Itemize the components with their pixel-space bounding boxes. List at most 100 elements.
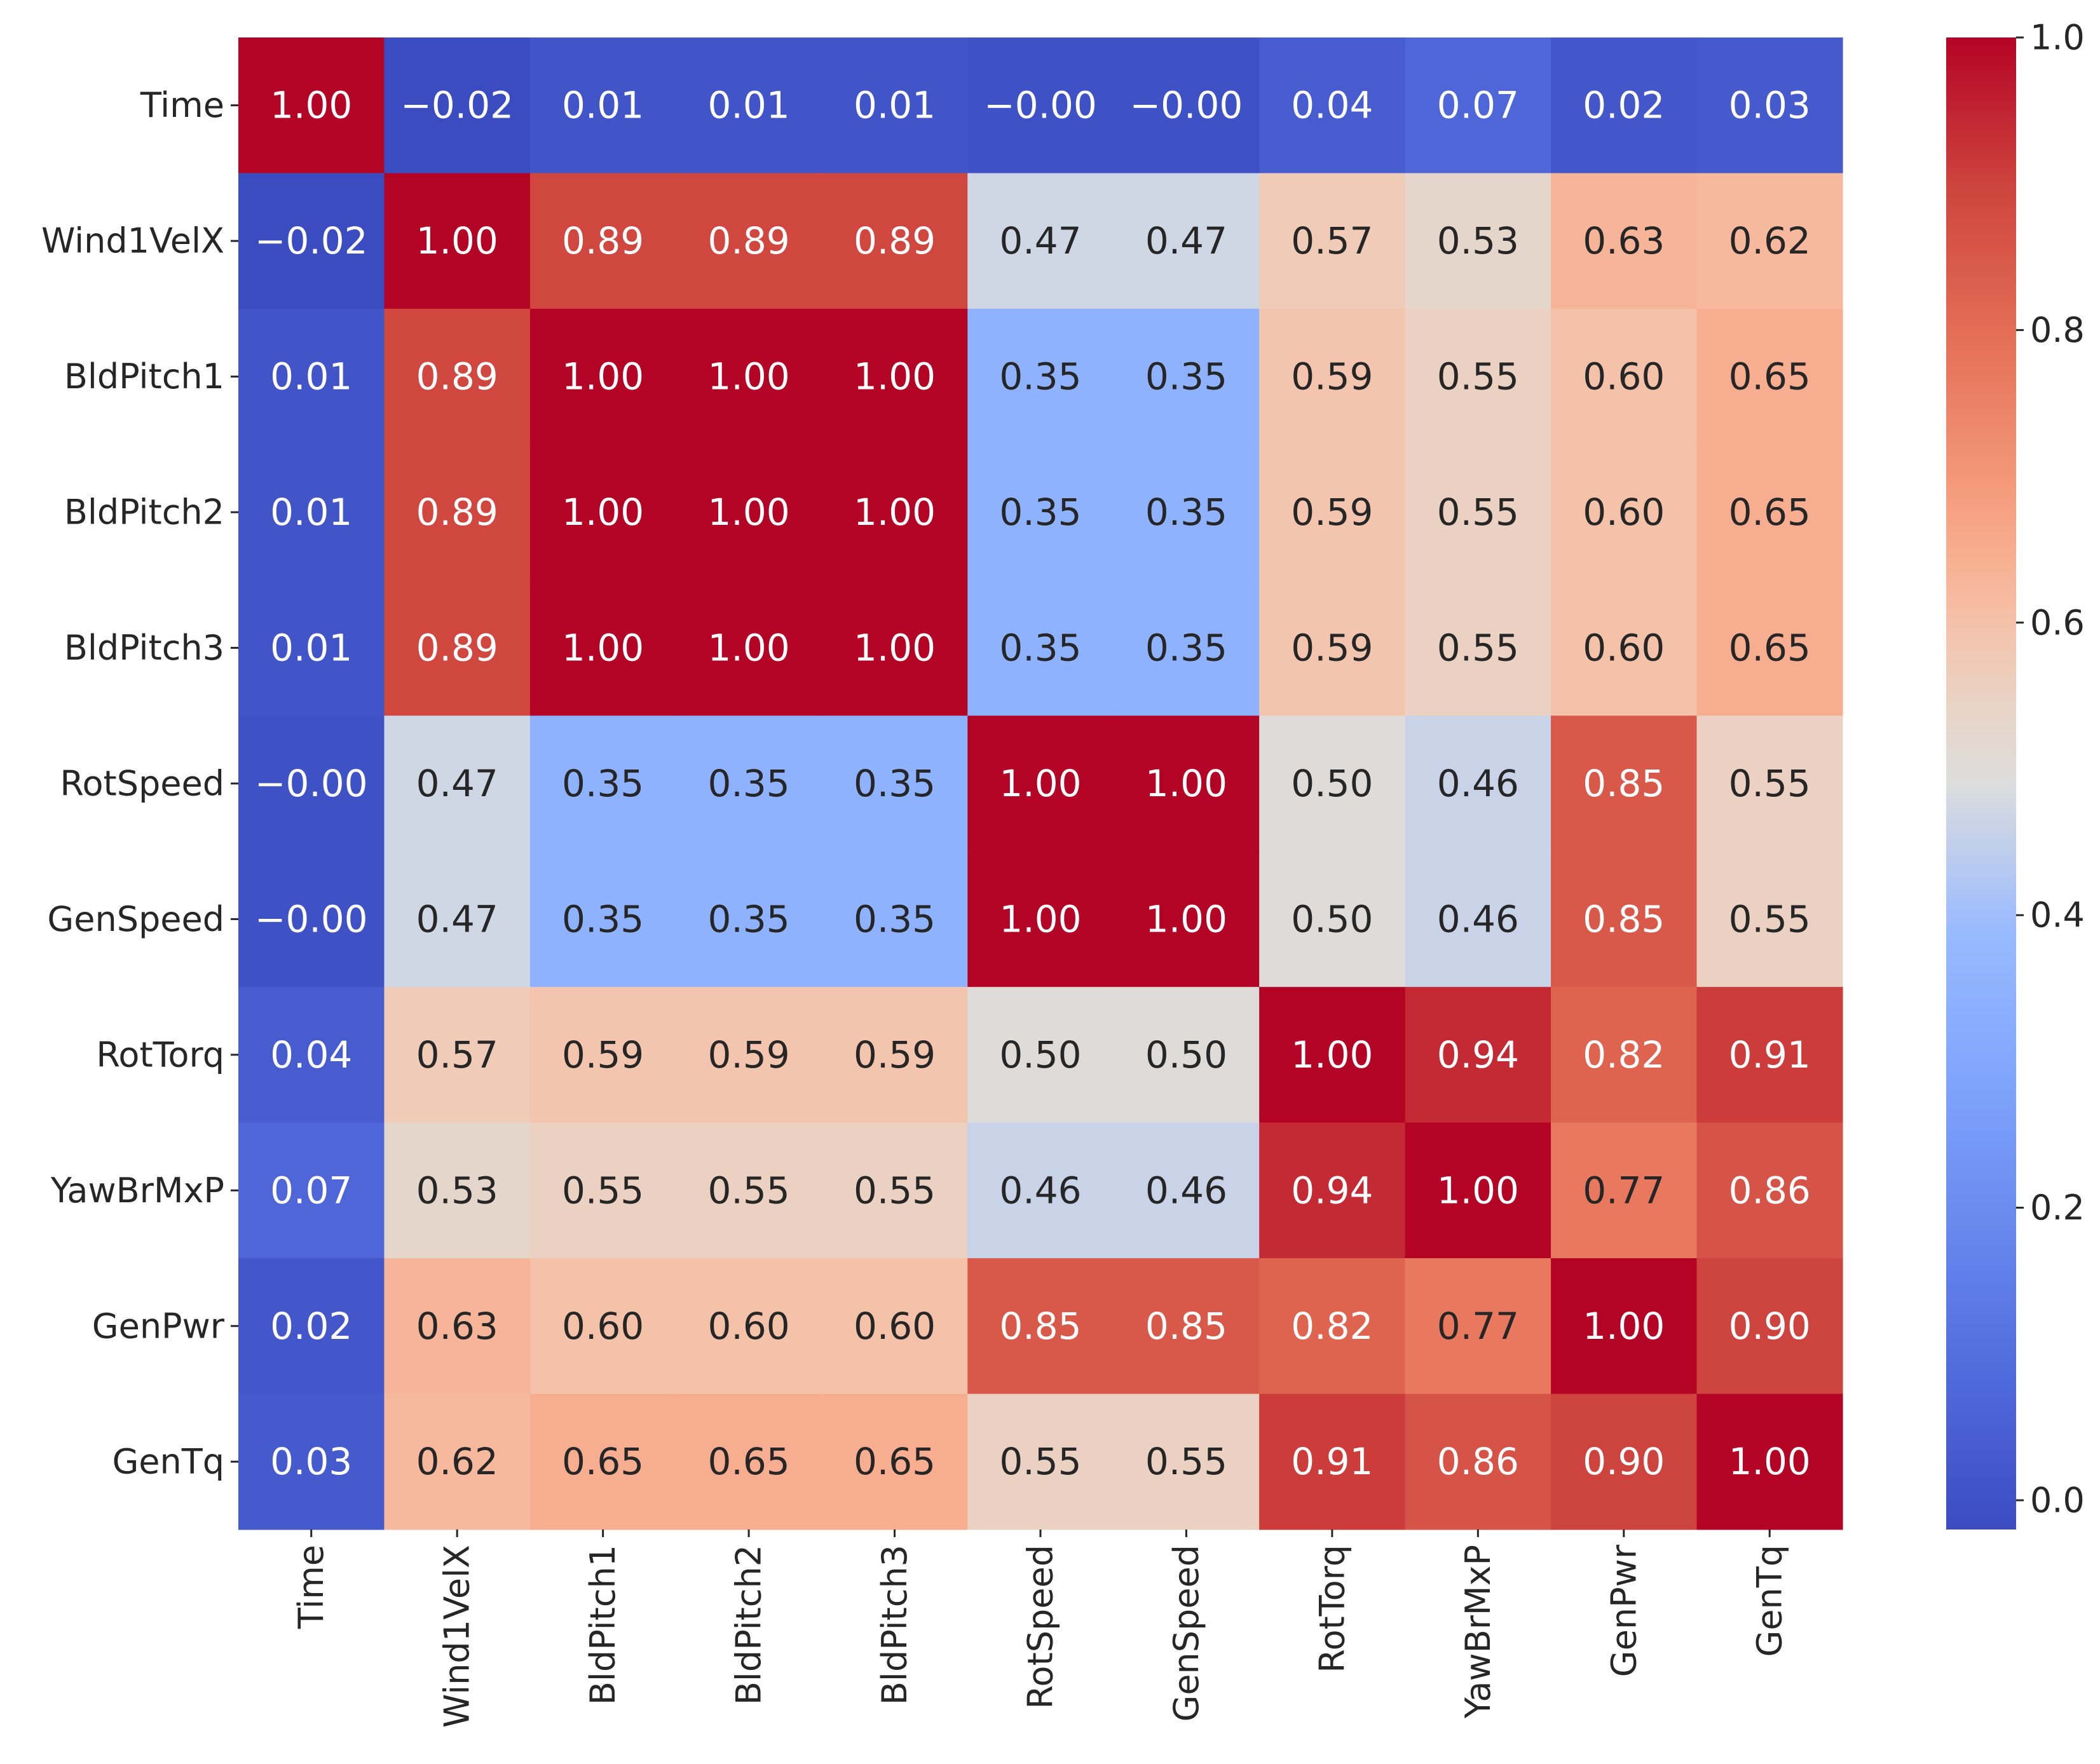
cell-value-label: 0.01 — [707, 84, 789, 127]
heatmap-cell-Time-RotTorq — [1259, 37, 1406, 174]
cell-value-label: 0.85 — [1583, 762, 1665, 805]
cell-value-label: 0.91 — [1729, 1033, 1811, 1076]
heatmap-cell-BldPitch1-BldPitch1 — [529, 308, 676, 445]
heatmap-cell-RotSpeed-GenPwr — [1551, 716, 1698, 852]
heatmap-cell-BldPitch3-YawBrMxP — [1405, 580, 1551, 716]
cell-value-label: 0.65 — [1729, 627, 1811, 670]
heatmap-cell-BldPitch2-RotSpeed — [967, 444, 1114, 581]
heatmap-cell-RotTorq-RotTorq — [1259, 987, 1406, 1123]
heatmap-cell-GenSpeed-GenTq — [1696, 851, 1843, 987]
cell-value-label: 0.01 — [854, 84, 936, 127]
heatmap-cell-GenSpeed-RotTorq — [1259, 851, 1406, 987]
cell-value-label: 0.50 — [999, 1033, 1081, 1076]
cell-value-label: 0.89 — [854, 219, 936, 262]
heatmap-cell-GenSpeed-BldPitch1 — [529, 851, 676, 987]
cell-value-label: 0.35 — [1145, 491, 1227, 534]
heatmap-cell-RotTorq-Time — [238, 987, 385, 1123]
cell-value-label: 0.35 — [707, 762, 789, 805]
cell-value-label: 0.85 — [1583, 897, 1665, 940]
heatmap-cell-YawBrMxP-RotSpeed — [967, 1122, 1114, 1259]
heatmap-cell-BldPitch2-BldPitch1 — [529, 444, 676, 581]
cell-value-label: 0.57 — [1291, 219, 1373, 262]
cell-value-label: 0.62 — [416, 1440, 498, 1483]
heatmap-cell-YawBrMxP-YawBrMxP — [1405, 1122, 1551, 1259]
cell-value-label: 0.35 — [854, 762, 936, 805]
heatmap-cell-RotSpeed-YawBrMxP — [1405, 716, 1551, 852]
x-tick-label-BldPitch3: BldPitch3 — [875, 1545, 915, 1705]
heatmap-cell-Wind1VelX-Time — [238, 173, 385, 309]
cell-value-label: 0.55 — [1437, 491, 1519, 534]
cell-value-label: 1.00 — [854, 355, 936, 398]
y-tick-label-RotTorq: RotTorq — [96, 1035, 224, 1075]
heatmap-cell-RotTorq-GenSpeed — [1113, 987, 1260, 1123]
heatmap-cell-Wind1VelX-YawBrMxP — [1405, 173, 1551, 309]
colorbar-tick-label: 0.4 — [2030, 895, 2085, 935]
heatmap-cell-BldPitch1-RotTorq — [1259, 308, 1406, 445]
cell-value-label: 0.46 — [1145, 1169, 1227, 1212]
heatmap-cell-GenSpeed-Wind1VelX — [384, 851, 531, 987]
heatmap-cell-BldPitch3-RotSpeed — [967, 580, 1114, 716]
cell-value-label: 1.00 — [707, 491, 789, 534]
heatmap-cell-BldPitch2-GenPwr — [1551, 444, 1698, 581]
heatmap-cell-RotSpeed-BldPitch1 — [529, 716, 676, 852]
heatmap-cell-BldPitch1-GenSpeed — [1113, 308, 1260, 445]
x-axis: Time Wind1VelX BldPitch1 BldPitch2 BldPitch3… — [291, 1529, 1790, 1728]
cell-value-label: 0.35 — [999, 355, 1081, 398]
cell-value-label: 0.65 — [854, 1440, 936, 1483]
cell-value-label: 0.50 — [1145, 1033, 1227, 1076]
heatmap-cell-GenPwr-BldPitch2 — [676, 1258, 822, 1395]
heatmap-cell-GenTq-GenTq — [1696, 1394, 1843, 1530]
heatmap-cell-GenTq-Wind1VelX — [384, 1394, 531, 1530]
heatmap-cell-BldPitch2-BldPitch2 — [676, 444, 822, 581]
heatmap-cell-YawBrMxP-GenTq — [1696, 1122, 1843, 1259]
heatmap-cells — [238, 37, 1843, 1530]
cell-value-label: 1.00 — [562, 627, 644, 670]
cell-value-label: 0.77 — [1583, 1169, 1665, 1212]
y-tick-label-YawBrMxP: YawBrMxP — [50, 1170, 224, 1211]
cell-value-label: 0.65 — [1729, 491, 1811, 534]
heatmap-cell-RotTorq-RotSpeed — [967, 987, 1114, 1123]
heatmap-cell-GenPwr-RotTorq — [1259, 1258, 1406, 1395]
heatmap-cell-GenPwr-GenTq — [1696, 1258, 1843, 1395]
heatmap-cell-Wind1VelX-GenPwr — [1551, 173, 1698, 309]
cell-value-label: 0.55 — [1437, 355, 1519, 398]
heatmap-annotations: 1.00 −0.02 0.01 0.01 0.01 −0.00 −0.00 0.04 0.07 0… — [255, 84, 1811, 1483]
heatmap-cell-RotSpeed-GenSpeed — [1113, 716, 1260, 852]
cell-value-label: 0.63 — [416, 1305, 498, 1348]
heatmap-cell-BldPitch1-BldPitch2 — [676, 308, 822, 445]
cell-value-label: −0.02 — [400, 84, 514, 127]
heatmap-cell-Time-GenTq — [1696, 37, 1843, 174]
cell-value-label: 0.46 — [1437, 897, 1519, 940]
cell-value-label: 0.89 — [707, 219, 789, 262]
cell-value-label: 0.77 — [1437, 1305, 1519, 1348]
heatmap-cell-Time-GenSpeed — [1113, 37, 1260, 174]
heatmap-cell-BldPitch2-GenSpeed — [1113, 444, 1260, 581]
cell-value-label: 1.00 — [854, 627, 936, 670]
colorbar-tick-label: 1.0 — [2030, 18, 2085, 58]
heatmap-cell-BldPitch2-GenTq — [1696, 444, 1843, 581]
cell-value-label: 0.59 — [1291, 491, 1373, 534]
cell-value-label: 0.89 — [416, 491, 498, 534]
cell-value-label: 0.47 — [416, 897, 498, 940]
heatmap-cell-Wind1VelX-BldPitch3 — [821, 173, 968, 309]
cell-value-label: 0.63 — [1583, 219, 1665, 262]
heatmap-cell-BldPitch3-BldPitch2 — [676, 580, 822, 716]
heatmap-cell-RotSpeed-BldPitch2 — [676, 716, 822, 852]
heatmap-cell-YawBrMxP-BldPitch3 — [821, 1122, 968, 1259]
heatmap-cell-GenPwr-Wind1VelX — [384, 1258, 531, 1395]
cell-value-label: 0.65 — [707, 1440, 789, 1483]
cell-value-label: 0.35 — [562, 762, 644, 805]
cell-value-label: 1.00 — [1729, 1440, 1811, 1483]
cell-value-label: 0.47 — [999, 219, 1081, 262]
heatmap-cell-BldPitch3-GenTq — [1696, 580, 1843, 716]
x-tick-label-GenTq: GenTq — [1750, 1545, 1790, 1657]
cell-value-label: 1.00 — [707, 355, 789, 398]
cell-value-label: 0.03 — [1729, 84, 1811, 127]
heatmap-cell-YawBrMxP-BldPitch2 — [676, 1122, 822, 1259]
heatmap-cell-Time-BldPitch1 — [529, 37, 676, 174]
heatmap-cell-YawBrMxP-Time — [238, 1122, 385, 1259]
heatmap-cell-Time-RotSpeed — [967, 37, 1114, 174]
cell-value-label: −0.00 — [255, 762, 368, 805]
heatmap-cell-RotSpeed-Time — [238, 716, 385, 852]
colorbar-tick-label: 0.2 — [2030, 1188, 2085, 1228]
